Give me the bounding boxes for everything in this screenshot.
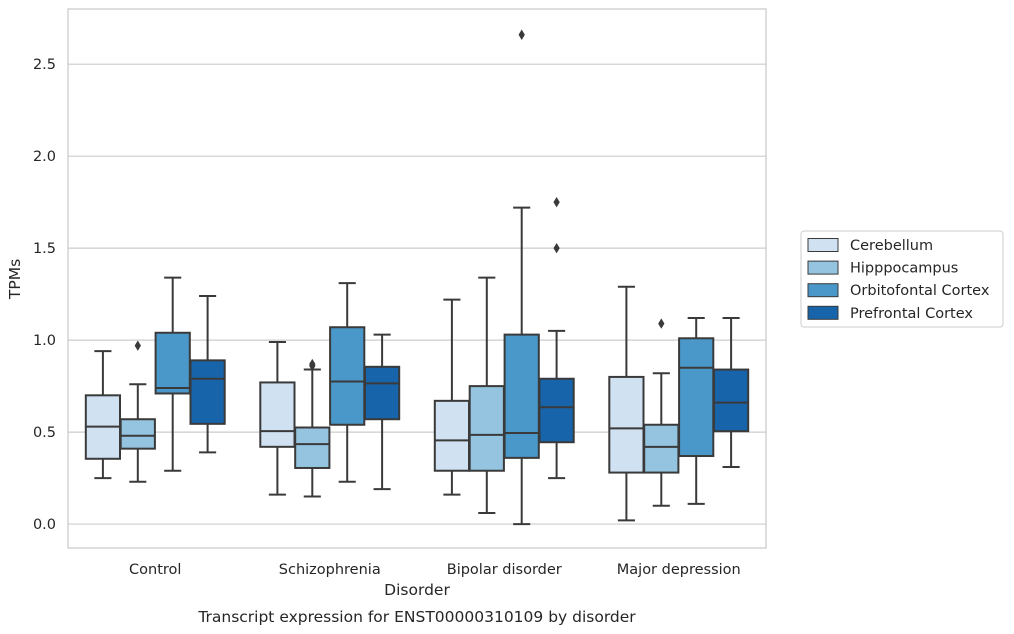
x-tick-labels: Control Schizophrenia Bipolar disorder Majo…	[129, 562, 741, 578]
x-axis-label: Disorder	[384, 581, 450, 599]
y-axis-label: TPMs	[6, 259, 24, 300]
box	[154, 276, 191, 472]
box	[643, 318, 680, 507]
x-tick-label: Control	[129, 562, 181, 578]
box	[119, 340, 156, 483]
outlier-point	[553, 196, 560, 208]
x-tick-label: Major depression	[617, 562, 741, 578]
chart-caption: Transcript expression for ENST0000031010…	[197, 608, 636, 626]
box	[433, 298, 471, 496]
y-tick-label: 1.5	[33, 241, 56, 257]
outlier-point	[134, 340, 141, 351]
box	[189, 294, 226, 454]
y-tick-label: 2.5	[33, 57, 56, 73]
box-body	[363, 365, 401, 421]
box	[329, 282, 366, 483]
box	[468, 276, 505, 515]
legend-swatch	[807, 238, 839, 252]
outlier-point	[518, 29, 525, 40]
outlier-point	[658, 318, 665, 329]
box-groups	[84, 29, 750, 526]
box-body	[433, 399, 471, 472]
box-body	[119, 418, 156, 450]
legend-swatch	[807, 260, 839, 275]
legend-label: Cerebellum	[850, 238, 933, 254]
legend-label: Hipppocampus	[850, 261, 958, 277]
box-body	[294, 426, 331, 469]
box-body	[712, 368, 750, 433]
legend-label: Orbitofontal Cortex	[850, 283, 990, 299]
box-body	[189, 359, 226, 425]
box-body	[538, 377, 575, 444]
y-tick-label: 0.0	[33, 517, 56, 533]
legend-frame	[800, 230, 1004, 328]
outlier-point	[553, 242, 560, 254]
box-body	[503, 333, 540, 459]
y-tick-label: 1.0	[33, 333, 56, 349]
box-body	[468, 385, 505, 472]
box-body	[259, 381, 296, 448]
legend: Cerebellum Hipppocampus Orbitofontal Corte…	[800, 230, 1004, 328]
outlier-point	[309, 358, 316, 370]
box-body	[329, 326, 366, 426]
box	[363, 333, 401, 491]
box	[294, 358, 331, 498]
box	[538, 196, 575, 480]
legend-swatch	[807, 305, 839, 320]
legend-swatch	[807, 283, 839, 298]
y-tick-labels: 0.0 0.5 1.0 1.5 2.0 2.5	[33, 57, 56, 533]
y-tick-label: 2.0	[33, 149, 56, 165]
box-body	[643, 423, 680, 474]
box	[608, 285, 645, 522]
y-tick-label: 0.5	[33, 425, 56, 441]
legend-label: Prefrontal Cortex	[850, 306, 973, 322]
x-tick-label: Schizophrenia	[279, 562, 381, 578]
box	[259, 340, 296, 496]
box	[84, 350, 122, 480]
box-body	[608, 375, 645, 474]
box	[712, 317, 750, 469]
box-body	[678, 337, 715, 458]
box	[503, 29, 540, 526]
box-body	[154, 331, 191, 395]
x-tick-label: Bipolar disorder	[447, 562, 562, 578]
